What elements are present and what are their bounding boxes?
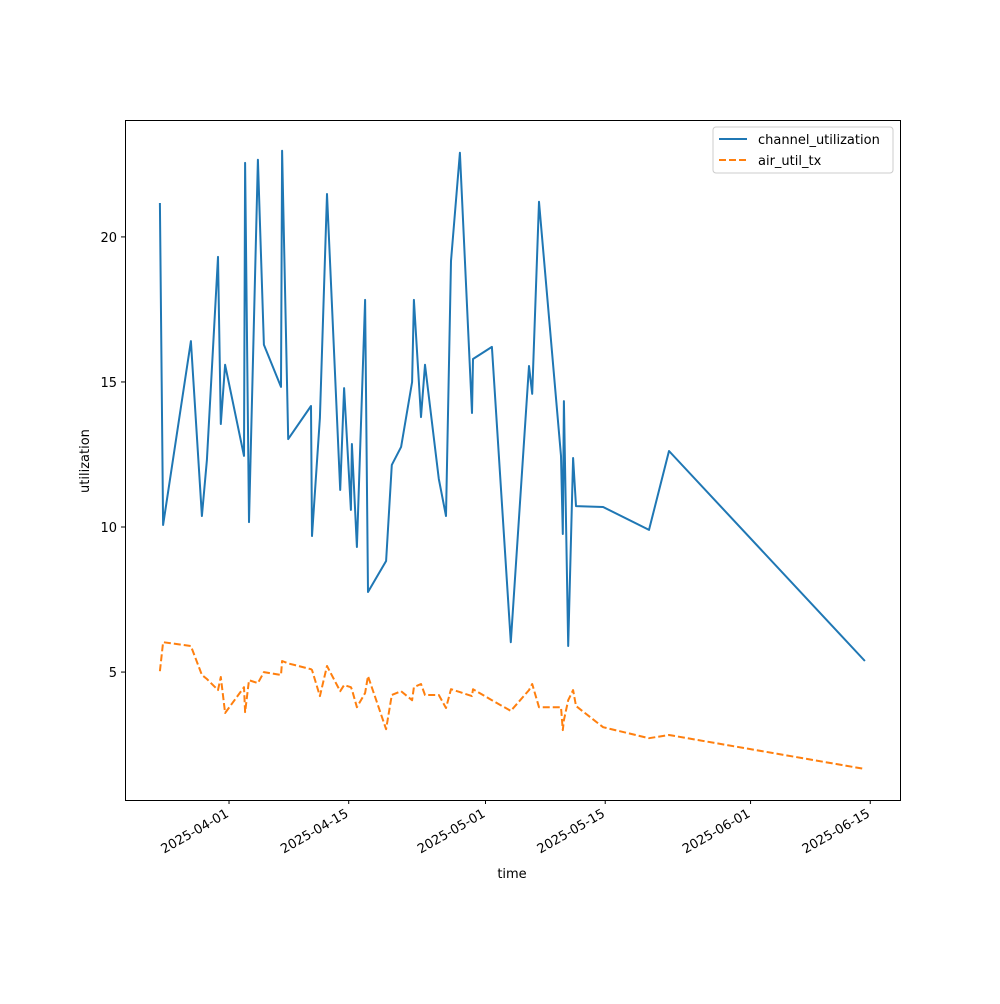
legend-label-channel-utilization: channel_utilization xyxy=(758,133,880,148)
series-layer xyxy=(158,149,866,770)
y-tick-label: 10 xyxy=(100,521,117,536)
legend-label-air-util-tx: air_util_tx xyxy=(758,154,822,169)
series-line-channel-utilization xyxy=(158,149,866,662)
x-axis-label: time xyxy=(497,867,526,882)
y-axis-label: utilization xyxy=(78,429,93,493)
legend: channel_utilization air_util_tx xyxy=(712,126,894,174)
y-tick-label: 15 xyxy=(100,376,117,391)
y-tick-label: 5 xyxy=(109,666,117,681)
y-tick-label: 20 xyxy=(100,231,117,246)
legend-box xyxy=(712,126,894,174)
series-line-air-util-tx xyxy=(158,641,866,770)
plot-area-frame xyxy=(125,120,901,801)
y-axis-ticks: 5 10 15 20 xyxy=(100,231,125,681)
